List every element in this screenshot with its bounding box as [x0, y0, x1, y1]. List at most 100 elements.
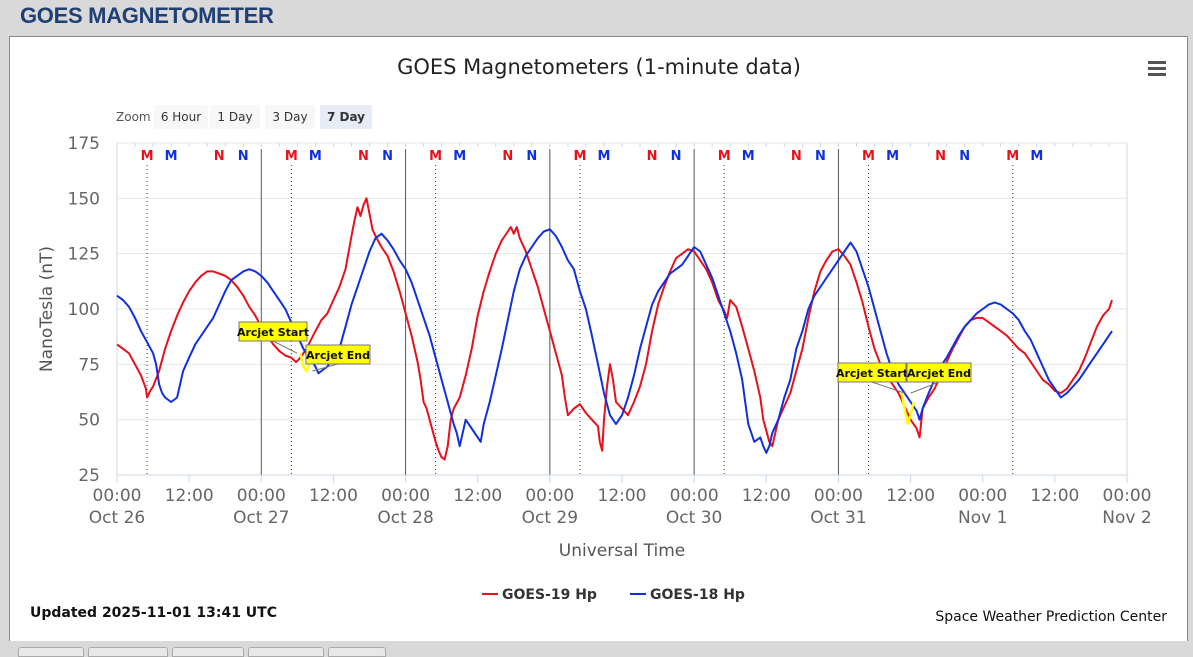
x-tick-label-time: 12:00: [1030, 486, 1079, 506]
zoom-control: Zoom 6 Hour 1 Day 3 Day 7 Day: [116, 105, 372, 129]
y-axis-title: NanoTesla (nT): [37, 246, 57, 372]
annotation-label: Arcjet Start: [836, 367, 908, 380]
annotation-connector: [871, 381, 905, 394]
zoom-button-label: 6 Hour: [161, 110, 201, 124]
annotation-label: Arcjet Start: [237, 326, 309, 339]
zoom-button-bg[interactable]: [265, 105, 315, 129]
x-tick-label-date: Oct 30: [666, 508, 722, 528]
chart-panel: GOES Magnetometers (1-minute data) Zoom …: [9, 36, 1188, 642]
marker-m: M: [862, 149, 875, 164]
x-tick-label-time: 12:00: [598, 486, 647, 506]
x-tick-label-time: 00:00: [1103, 486, 1152, 506]
marker-n: N: [959, 149, 970, 164]
legend-item-goes-19-hp[interactable]: GOES-19 Hp: [482, 587, 597, 603]
marker-m: M: [886, 149, 899, 164]
tab-3[interactable]: [172, 647, 244, 657]
marker-m: M: [309, 149, 322, 164]
annotation-box: [305, 344, 371, 365]
x-tick-label-time: 12:00: [886, 486, 935, 506]
tabs-bar: [0, 641, 1193, 651]
zoom-button-6-hour[interactable]: 6 Hour: [154, 105, 208, 129]
tab-4[interactable]: [248, 647, 324, 657]
magnetometer-chart: GOES Magnetometers (1-minute data) Zoom …: [30, 55, 1170, 625]
marker-m: M: [742, 149, 755, 164]
x-tick-label-time: 00:00: [670, 486, 719, 506]
arcjet-annotation: Arcjet End: [305, 344, 371, 372]
x-tick-label-time: 00:00: [958, 486, 1007, 506]
zoom-button-7-day[interactable]: 7 Day: [320, 105, 372, 129]
x-tick-label-date: Oct 29: [522, 508, 578, 528]
y-tick-label: 25: [78, 466, 100, 486]
marker-n: N: [671, 149, 682, 164]
annotation-box: [906, 362, 972, 383]
x-tick-label-date: Oct 31: [810, 508, 866, 528]
marker-n: N: [358, 149, 369, 164]
x-tick-label-time: 12:00: [165, 486, 214, 506]
zoom-button-3-day[interactable]: 3 Day: [265, 105, 315, 129]
y-tick-label: 125: [68, 245, 100, 265]
marker-n: N: [791, 149, 802, 164]
x-tick-label-time: 00:00: [237, 486, 286, 506]
x-tick-label-date: Oct 28: [377, 508, 433, 528]
marker-m: M: [429, 149, 442, 164]
x-tick-label-time: 00:00: [814, 486, 863, 506]
marker-n: N: [526, 149, 537, 164]
chart-title: GOES Magnetometers (1-minute data): [397, 55, 801, 79]
marker-n: N: [382, 149, 393, 164]
y-tick-label: 50: [78, 411, 100, 431]
legend-item-goes-18-hp[interactable]: GOES-18 Hp: [630, 587, 745, 603]
marker-n: N: [647, 149, 658, 164]
x-tick-label-time: 00:00: [381, 486, 430, 506]
marker-n: N: [502, 149, 513, 164]
marker-m: M: [1030, 149, 1043, 164]
zoom-label: Zoom: [116, 110, 151, 124]
y-tick-label: 100: [68, 300, 100, 320]
tab-1[interactable]: [18, 647, 84, 657]
x-tick-label-time: 12:00: [742, 486, 791, 506]
arcjet-trace: [900, 392, 915, 426]
annotation-connector: [910, 381, 940, 394]
marker-n: N: [815, 149, 826, 164]
x-tick-label-time: 00:00: [525, 486, 574, 506]
annotation-box: [238, 321, 308, 342]
y-tick-label: 150: [68, 189, 100, 209]
tab-2[interactable]: [88, 647, 168, 657]
legend-label: GOES-18 Hp: [650, 587, 745, 603]
zoom-button-bg[interactable]: [154, 105, 208, 129]
x-tick-label-time: 12:00: [453, 486, 502, 506]
hamburger-menu-icon[interactable]: [1146, 57, 1170, 79]
x-tick-label-date: Nov 1: [958, 508, 1007, 528]
marker-n: N: [238, 149, 249, 164]
tab-5[interactable]: [328, 647, 386, 657]
page-header: GOES MAGNETOMETER: [0, 0, 1193, 34]
updated-timestamp: Updated 2025-11-01 13:41 UTC: [30, 605, 277, 621]
x-tick-label-time: 00:00: [93, 486, 142, 506]
annotation-label: Arcjet End: [907, 367, 971, 380]
arcjet-annotation: Arcjet Start: [836, 362, 908, 394]
marker-m: M: [573, 149, 586, 164]
x-tick-label-date: Oct 26: [89, 508, 145, 528]
annotation-label: Arcjet End: [306, 349, 370, 362]
zoom-button-label: 1 Day: [217, 110, 252, 124]
marker-m: M: [165, 149, 178, 164]
zoom-button-1-day[interactable]: 1 Day: [210, 105, 260, 129]
page-title: GOES MAGNETOMETER: [20, 3, 274, 28]
marker-m: M: [285, 149, 298, 164]
zoom-button-label: 7 Day: [327, 110, 365, 124]
arcjet-annotation: Arcjet Start: [237, 321, 309, 354]
marker-n: N: [214, 149, 225, 164]
legend: GOES-19 Hp GOES-18 Hp: [482, 587, 745, 603]
legend-label: GOES-19 Hp: [502, 587, 597, 603]
marker-n: N: [935, 149, 946, 164]
marker-m: M: [718, 149, 731, 164]
zoom-button-bg[interactable]: [320, 105, 372, 129]
annotation-box: [837, 362, 907, 383]
marker-m: M: [453, 149, 466, 164]
y-tick-label: 175: [68, 134, 100, 154]
annotation-connector: [272, 340, 298, 354]
x-tick-label-time: 12:00: [309, 486, 358, 506]
x-tick-label-date: Nov 2: [1102, 508, 1151, 528]
y-tick-label: 75: [78, 355, 100, 375]
credit-text: Space Weather Prediction Center: [935, 609, 1167, 625]
zoom-button-bg[interactable]: [210, 105, 260, 129]
